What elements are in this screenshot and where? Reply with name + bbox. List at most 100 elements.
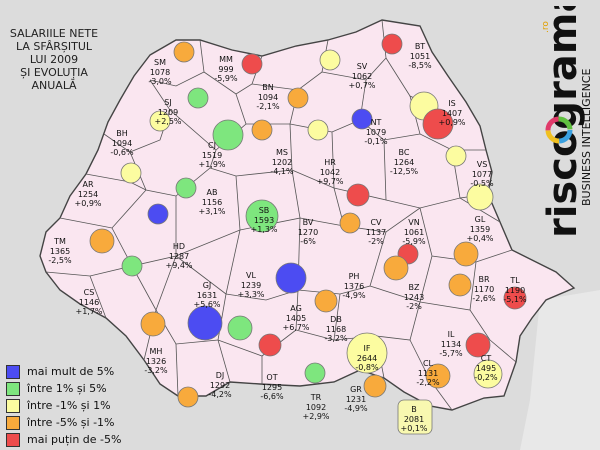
- county-label-gr: GR 1231 -4,9%: [344, 385, 367, 414]
- county-label-dj: DJ 1292 -4,2%: [208, 371, 231, 400]
- county-bubble-br: [448, 273, 472, 297]
- county-bubble-gj: [187, 305, 223, 341]
- county-label-cs: CS 1146 +1,7%: [75, 288, 102, 317]
- county-bubble-bh: [149, 110, 171, 132]
- county-change: -8,5%: [408, 61, 432, 70]
- county-code: GL: [474, 215, 486, 224]
- county-salary: 1270: [297, 227, 319, 237]
- county-change: -2,6%: [472, 294, 496, 303]
- county-change: +3,1%: [198, 207, 226, 216]
- county-code: CL: [422, 359, 434, 368]
- county-code: VN: [408, 218, 420, 227]
- county-label-cj: CJ 1519 +1,9%: [198, 141, 225, 170]
- county-salary: 1092: [305, 402, 327, 412]
- county-bubble-sv: [319, 49, 341, 71]
- county-change: -5,7%: [439, 349, 463, 358]
- county-salary: 1295: [261, 382, 283, 392]
- county-salary: 1156: [201, 197, 223, 207]
- county-change: -0,8%: [355, 363, 379, 372]
- map-title: SALARIILE NETE LA SFÂRȘITUL LUI 2009 ȘI …: [9, 27, 99, 92]
- county-code: BH: [116, 129, 128, 138]
- county-salary: 2644: [356, 353, 378, 363]
- county-label-bc: BC 1264 -12,5%: [390, 148, 418, 177]
- county-salary: 1051: [409, 51, 431, 61]
- legend-item-green: între 1% și 5%: [6, 380, 121, 397]
- county-salary: 1243: [403, 292, 425, 302]
- county-code: HR: [324, 158, 336, 167]
- bucharest-inset: [397, 399, 433, 435]
- county-label-sb: SB 1593 +1,3%: [250, 206, 277, 235]
- county-salary: 1094: [111, 138, 133, 148]
- county-label-gj: GJ 1631 +5,6%: [193, 281, 220, 310]
- brand-logo: riscograma .ro BUSINESS INTELLIGENCE: [540, 6, 593, 238]
- legend-item-yellow: între -1% și 1%: [6, 397, 121, 414]
- county-label-nt: NT 1079 -0,1%: [364, 118, 387, 147]
- county-salary: 1326: [145, 356, 167, 366]
- legend-item-blue: mai mult de 5%: [6, 363, 121, 380]
- county-change: -0,5%: [470, 179, 494, 188]
- county-code: AG: [290, 304, 302, 313]
- county-code: TM: [54, 237, 66, 246]
- county-change: -6,6%: [260, 392, 284, 401]
- sea-area: [520, 290, 600, 450]
- county-label-cv: CV 1137 -2%: [366, 218, 386, 247]
- county-label-sv: SV 1062 +0,7%: [348, 62, 375, 91]
- county-label-il: IL 1134 -5,7%: [439, 330, 462, 359]
- county-salary: 1231: [345, 394, 367, 404]
- county-change: -0,2%: [474, 373, 498, 382]
- county-label-mm: MM 999 -5,9%: [214, 55, 237, 84]
- county-salary: 1239: [240, 280, 262, 290]
- county-code: SJ: [164, 98, 172, 107]
- county-bubble-ab: [175, 177, 197, 199]
- county-code: GR: [350, 385, 362, 394]
- legend-label: mai puțin de -5%: [27, 433, 122, 446]
- brand-suffix: .ro: [541, 21, 551, 33]
- county-bubble-nt: [307, 119, 329, 141]
- county-label-if: IF 2644 -0,8%: [355, 344, 378, 373]
- county-change: -0,1%: [364, 137, 388, 146]
- county-code: HD: [172, 242, 186, 251]
- county-label-tm: TM 1365 -2,5%: [48, 237, 71, 266]
- county-label-vs: VS 1077 -0,5%: [470, 160, 493, 189]
- county-salary: 1519: [201, 150, 223, 160]
- county-salary: 1077: [471, 169, 493, 179]
- county-bubble-hd: [147, 203, 169, 225]
- county-label-cl: CL 1131 -2,2%: [416, 359, 439, 388]
- county-code: MS: [276, 148, 288, 157]
- county-code: DB: [330, 315, 342, 324]
- county-label-hd: HD 1287 +9,4%: [165, 242, 192, 271]
- county-code: CJ: [208, 141, 216, 150]
- county-salary: 1495: [475, 363, 497, 373]
- legend-label: mai mult de 5%: [27, 365, 115, 378]
- legend-swatch: [6, 381, 20, 396]
- county-change: +2,9%: [302, 412, 330, 421]
- county-code: NT: [370, 118, 382, 127]
- county-code: MM: [219, 55, 233, 64]
- legend-swatch: [6, 364, 20, 379]
- county-label-vl: VL 1239 +3,3%: [237, 271, 264, 300]
- county-code: BC: [398, 148, 410, 157]
- county-bubble-ct: [473, 359, 503, 389]
- county-salary: 1264: [393, 157, 415, 167]
- county-bubble-bv: [346, 183, 370, 207]
- county-label-b: B 2081 +0,1%: [400, 405, 427, 434]
- county-bubble-mm: [241, 53, 263, 75]
- county-salary: 1202: [271, 157, 293, 167]
- county-code: IF: [363, 344, 371, 353]
- county-label-gl: GL 1359 +0,4%: [466, 215, 493, 244]
- county-label-bv: BV 1270 -6%: [298, 218, 318, 247]
- country-shape: [39, 19, 576, 411]
- county-code: BR: [478, 275, 490, 284]
- county-code: BZ: [408, 283, 420, 292]
- county-salary: 1631: [196, 290, 218, 300]
- county-salary: 1254: [77, 189, 99, 199]
- county-change: -2%: [368, 237, 384, 246]
- county-label-ct: CT 1495 -0,2%: [474, 354, 497, 383]
- county-code: SM: [154, 58, 166, 67]
- county-change: -2,5%: [48, 256, 72, 265]
- county-bubble-bc: [422, 108, 454, 140]
- county-bubble-vs: [445, 145, 467, 167]
- county-label-tl: TL 1190 -5,1%: [503, 276, 526, 305]
- county-change: -5,9%: [214, 74, 238, 83]
